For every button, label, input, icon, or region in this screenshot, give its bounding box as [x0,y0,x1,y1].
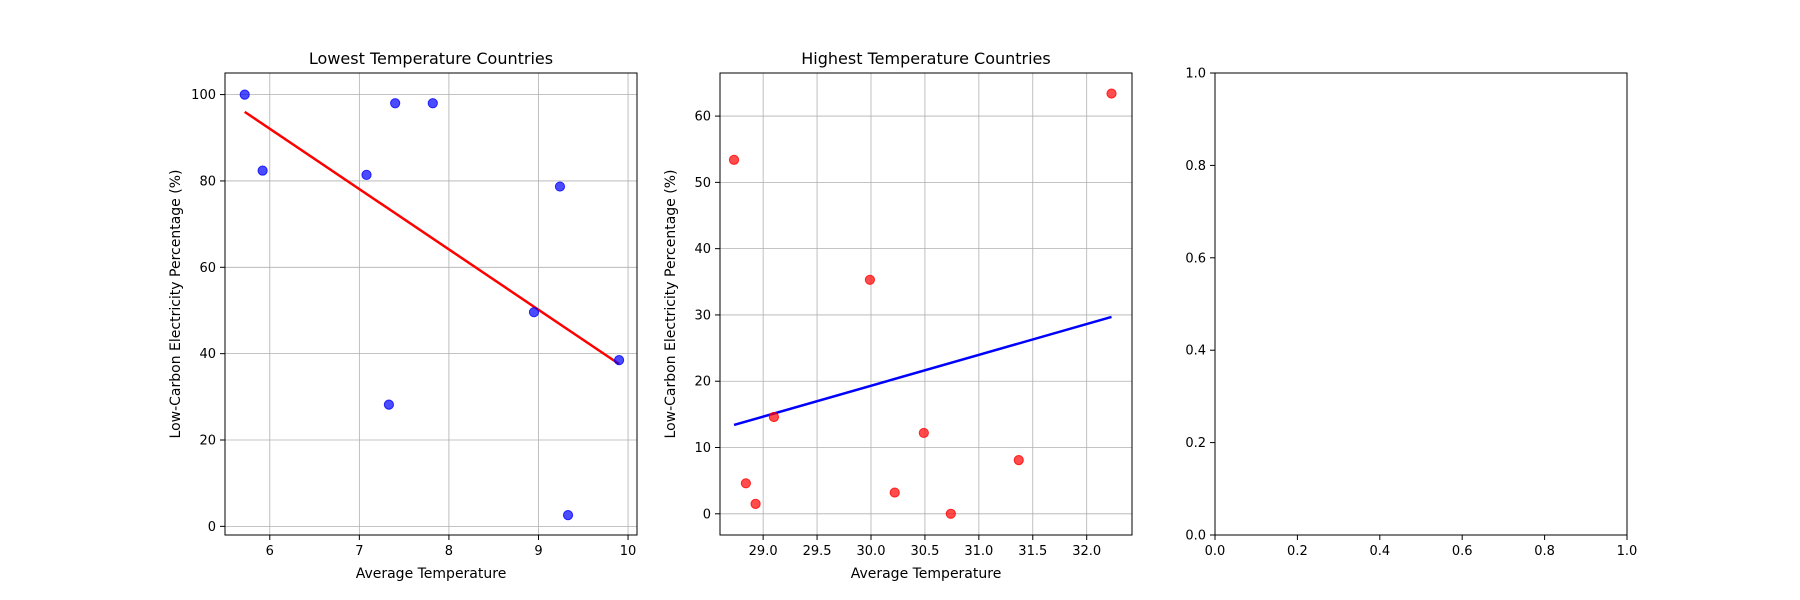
data-point [740,478,751,489]
x-tick-label: 30.0 [857,544,886,559]
data-point [945,508,956,519]
y-tick-label: 0 [208,520,216,535]
x-tick-label: 31.0 [964,544,993,559]
chart-panel-3: 0.0 0.2 0.4 0.6 0.8 1.0 0.0 0.2 0.4 0.6 0.8 1.0 [1185,67,1637,560]
data-point [257,165,268,176]
data-point [728,154,740,165]
data-point [1106,88,1117,99]
x-tick-label: 31.5 [1018,544,1047,559]
data-point [383,399,395,410]
y-tick-label: 80 [199,174,216,189]
y-tick-label: 0.6 [1185,251,1206,266]
axes-frame [719,72,1133,536]
data-point [528,307,540,318]
x-tick-label: 32.0 [1072,544,1101,559]
x-tick-label: 29.5 [803,544,832,559]
data-point [864,274,876,285]
y-tick-label: 60 [694,110,711,125]
y-tick-label: 30 [694,308,711,323]
x-tick-label: 0.2 [1287,544,1308,559]
chart-panel-2: 29.0 29.5 30.0 30.5 31.0 31.5 32.0 0 10 20 30 40 50 6… [663,49,1133,582]
y-tick-label: 40 [199,347,216,362]
x-tick-label: 30.5 [910,544,939,559]
data-point [750,498,761,509]
chart-title: Highest Temperature Countries [801,49,1050,68]
data-point [768,411,780,423]
y-tick-label: 1.0 [1185,67,1206,82]
y-tick-label: 20 [694,375,711,390]
y-tick-label: 100 [191,88,216,103]
y-axis-label: Low-Carbon Electricity Percentage (%) [663,170,679,439]
y-tick-label: 0.0 [1185,529,1206,544]
x-tick-label: 0.6 [1452,544,1473,559]
x-tick-label: 29.0 [749,544,778,559]
data-point [889,487,900,498]
x-tick-label: 9 [534,544,542,559]
x-tick-label: 8 [445,544,453,559]
data-point [554,181,566,192]
axes-frame [224,72,638,536]
chart-title: Lowest Temperature Countries [309,49,553,68]
y-tick-label: 0.2 [1185,436,1206,451]
y-tick-label: 60 [199,261,216,276]
trend-line [244,110,620,366]
y-tick-label: 0.4 [1185,344,1206,359]
x-tick-label: 0.8 [1534,544,1555,559]
y-tick-label: 40 [694,242,711,257]
data-point [390,98,401,109]
x-axis-label: Average Temperature [851,566,1002,582]
x-tick-label: 0.0 [1205,544,1226,559]
data-point [427,98,438,109]
data-point [562,510,574,521]
data-point [1013,454,1024,466]
x-axis-label: Average Temperature [356,566,507,582]
axes-frame [1214,72,1628,536]
x-tick-label: 7 [355,544,363,559]
x-tick-label: 1.0 [1617,544,1638,559]
y-tick-label: 0.8 [1185,159,1206,174]
x-tick-label: 6 [266,544,274,559]
data-point [918,427,929,439]
y-tick-label: 10 [694,441,711,456]
y-tick-label: 0 [703,507,711,522]
trend-line [733,315,1112,427]
data-point [361,169,372,180]
data-point [239,89,250,100]
x-tick-label: 0.4 [1369,544,1390,559]
data-point [613,355,625,366]
y-tick-label: 20 [199,434,216,449]
x-tick-label: 10 [620,544,637,559]
y-tick-label: 50 [694,176,711,191]
y-axis-label: Low-Carbon Electricity Percentage (%) [168,170,184,439]
